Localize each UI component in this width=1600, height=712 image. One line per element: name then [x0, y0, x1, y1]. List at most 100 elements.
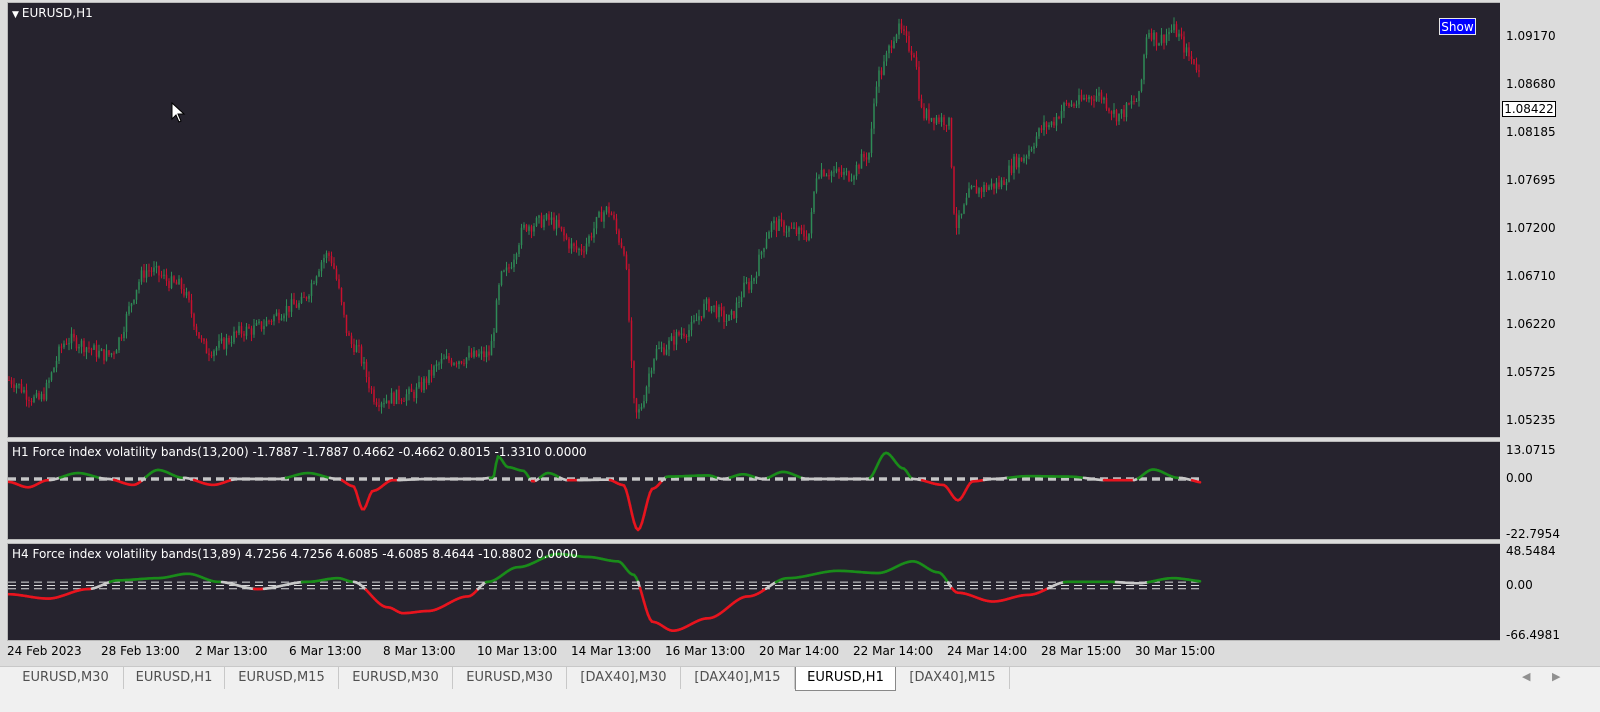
candle-body: [850, 179, 853, 181]
candle-body: [810, 212, 813, 234]
candle-body: [478, 353, 480, 357]
indicator1-chart[interactable]: [8, 442, 1531, 539]
candle-body: [1050, 121, 1053, 125]
tab-eurusd-m30[interactable]: EURUSD,M30: [8, 667, 124, 689]
tab-eurusd-h1-active[interactable]: EURUSD,H1: [795, 667, 896, 691]
candle-body: [85, 347, 88, 353]
force-index-segment: [628, 503, 634, 516]
tab-dax40-m15-2[interactable]: [DAX40],M15: [896, 667, 1010, 689]
candle-body: [225, 337, 228, 349]
terminal-window: ▼ EURUSD,H1 Show H1 Force index volatilit…: [0, 0, 1600, 682]
candle-body: [33, 396, 35, 402]
candle-body: [1125, 103, 1128, 118]
candle-body: [320, 262, 323, 272]
candle-body: [213, 350, 215, 357]
candle-body: [1143, 54, 1145, 80]
candlestick-chart[interactable]: [8, 3, 1531, 437]
candle-body: [93, 345, 95, 350]
candle-body: [868, 152, 870, 160]
candle-body: [1068, 103, 1070, 107]
candle-body: [468, 352, 470, 358]
candle-body: [170, 276, 173, 289]
candle-body: [915, 57, 918, 67]
candle-body: [610, 213, 613, 215]
candle-body: [753, 278, 755, 282]
candle-body: [560, 226, 563, 230]
candle-body: [775, 220, 778, 231]
candle-body: [1170, 30, 1173, 32]
candle-body: [443, 358, 445, 360]
candle-body: [1060, 111, 1063, 119]
candle-body: [783, 221, 785, 233]
time-axis[interactable]: 24 Feb 2023 28 Feb 13:00 2 Mar 13:00 6 M…: [0, 641, 1600, 663]
candle-body: [500, 271, 503, 286]
candle-body: [565, 235, 568, 240]
candle-body: [993, 183, 995, 189]
candle-body: [643, 401, 645, 407]
chevron-left-icon[interactable]: ◀: [1522, 670, 1531, 683]
candle-body: [415, 387, 418, 399]
candle-body: [388, 400, 390, 404]
chevron-right-icon[interactable]: ▶: [1552, 670, 1561, 683]
candle-body: [625, 254, 628, 269]
candle-body: [763, 248, 765, 252]
collapse-triangle-icon[interactable]: ▼: [12, 10, 19, 20]
candle-body: [1155, 32, 1158, 46]
candle-body: [945, 125, 948, 127]
show-button[interactable]: Show: [1439, 18, 1476, 35]
candle-body: [605, 206, 608, 213]
tab-eurusd-m15[interactable]: EURUSD,M15: [225, 667, 339, 689]
time-axis-label: 28 Feb 13:00: [101, 644, 180, 658]
candle-body: [955, 213, 958, 229]
candle-body: [330, 255, 333, 264]
candle-body: [260, 321, 263, 330]
candle-body: [1185, 47, 1188, 53]
candle-body: [120, 337, 123, 339]
candle-body: [135, 289, 138, 300]
candle-body: [325, 252, 328, 258]
candle-body: [460, 361, 463, 364]
price-chart-pane[interactable]: ▼ EURUSD,H1 Show: [7, 2, 1532, 438]
candle-body: [430, 369, 433, 376]
candle-body: [698, 316, 700, 321]
tab-eurusd-m30-3[interactable]: EURUSD,M30: [453, 667, 567, 689]
candle-body: [710, 306, 713, 312]
price-scale[interactable]: 1.09170 1.08680 1.08185 1.07695 1.07200 …: [1500, 2, 1600, 642]
indicator2-chart[interactable]: [8, 544, 1531, 640]
candle-body: [725, 320, 728, 322]
indicator2-pane[interactable]: H4 Force index volatility bands(13,89) 4…: [7, 543, 1532, 641]
candle-body: [433, 366, 435, 376]
candle-body: [435, 364, 438, 367]
candle-body: [88, 347, 90, 349]
candle-body: [408, 388, 410, 395]
candle-body: [475, 350, 478, 357]
chart-title: ▼ EURUSD,H1: [12, 6, 93, 20]
candle-body: [1128, 103, 1130, 105]
indicator1-pane[interactable]: H1 Force index volatility bands(13,200) …: [7, 441, 1532, 540]
candle-body: [713, 305, 715, 307]
candle-body: [700, 316, 703, 318]
candle-body: [495, 300, 498, 333]
candle-body: [803, 230, 805, 237]
tab-eurusd-m30-2[interactable]: EURUSD,M30: [339, 667, 453, 689]
candle-body: [1063, 103, 1065, 112]
tab-dax40-m30[interactable]: [DAX40],M30: [567, 667, 681, 689]
candle-body: [490, 341, 493, 356]
candle-body: [765, 238, 768, 249]
candle-body: [1083, 98, 1085, 100]
candle-body: [463, 363, 465, 365]
force-index-segment: [492, 462, 498, 477]
candle-body: [875, 86, 878, 104]
candle-body: [828, 175, 830, 177]
tab-eurusd-h1[interactable]: EURUSD,H1: [124, 667, 225, 689]
candle-body: [250, 328, 253, 335]
candle-body: [535, 217, 538, 226]
time-axis-label: 16 Mar 13:00: [665, 644, 746, 658]
candle-body: [450, 360, 453, 365]
candle-body: [728, 314, 730, 321]
candle-body: [480, 351, 483, 354]
candle-body: [708, 298, 710, 312]
candle-body: [15, 385, 18, 388]
tab-dax40-m15[interactable]: [DAX40],M15: [681, 667, 795, 689]
candle-body: [833, 171, 835, 173]
